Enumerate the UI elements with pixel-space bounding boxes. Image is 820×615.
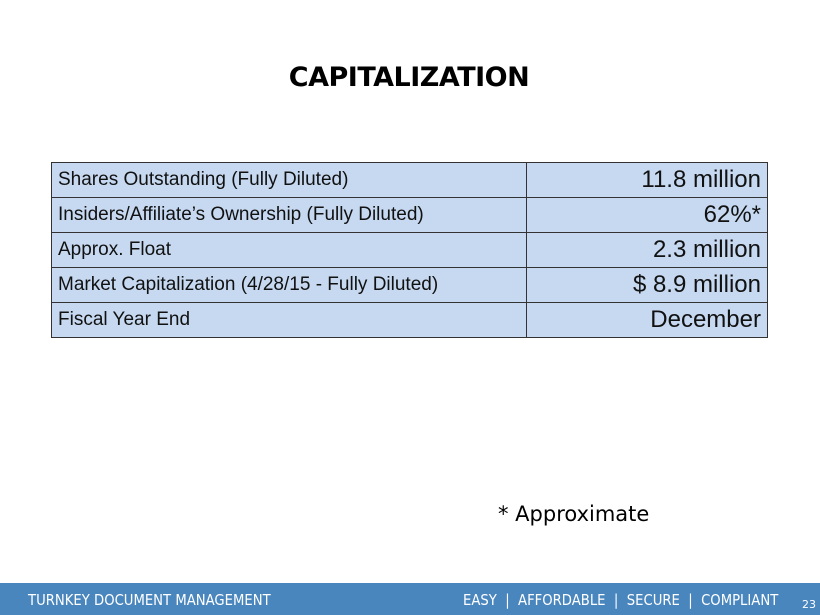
row-value: 62%* <box>526 197 768 233</box>
table-row: Fiscal Year End December <box>51 302 768 338</box>
capitalization-table: Shares Outstanding (Fully Diluted) 11.8 m… <box>51 162 768 338</box>
slide-title: CAPITALIZATION <box>288 62 530 93</box>
row-label: Approx. Float <box>51 232 527 268</box>
page-number: 23 <box>802 598 816 611</box>
table-row: Approx. Float 2.3 million <box>51 232 768 268</box>
row-value: 2.3 million <box>526 232 768 268</box>
table-row: Market Capitalization (4/28/15 - Fully D… <box>51 267 768 303</box>
footer-company: TURNKEY DOCUMENT MANAGEMENT <box>28 591 271 609</box>
footer-tagline: EASY | AFFORDABLE | SECURE | COMPLIANT <box>462 591 778 609</box>
row-value: $ 8.9 million <box>526 267 768 303</box>
row-value: December <box>526 302 768 338</box>
footnote: * Approximate <box>498 502 650 526</box>
row-label: Fiscal Year End <box>51 302 527 338</box>
row-value: 11.8 million <box>526 162 768 198</box>
footer-bar: TURNKEY DOCUMENT MANAGEMENT EASY | AFFOR… <box>0 583 820 615</box>
row-label: Insiders/Affiliate’s Ownership (Fully Di… <box>51 197 527 233</box>
table-row: Insiders/Affiliate’s Ownership (Fully Di… <box>51 197 768 233</box>
row-label: Market Capitalization (4/28/15 - Fully D… <box>51 267 527 303</box>
table-row: Shares Outstanding (Fully Diluted) 11.8 m… <box>51 162 768 198</box>
row-label: Shares Outstanding (Fully Diluted) <box>51 162 527 198</box>
